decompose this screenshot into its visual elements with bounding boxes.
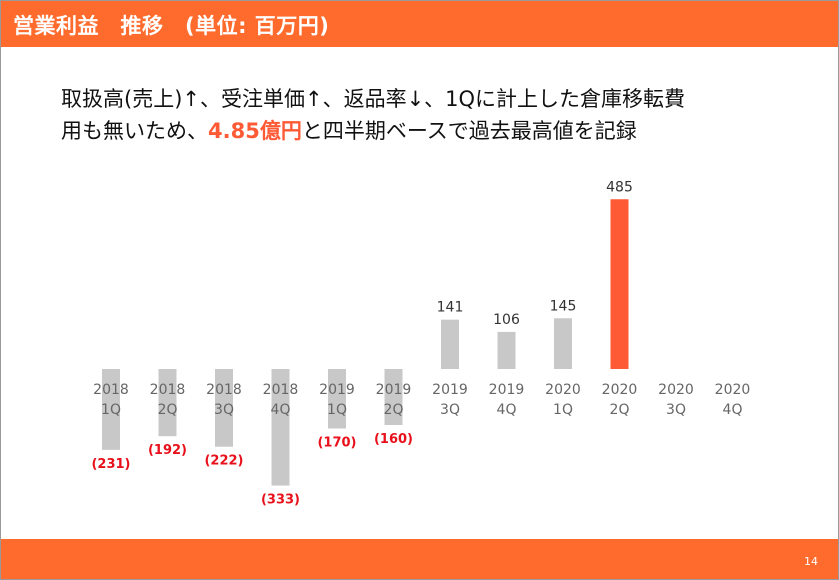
tick-label-quarter-2: 3Q: [214, 402, 234, 418]
bar-5: [384, 369, 403, 425]
tick-label-quarter-10: 3Q: [666, 402, 686, 418]
bar-2: [215, 369, 233, 447]
tick-label-year-9: 2020: [602, 382, 638, 398]
tick-label-quarter-3: 4Q: [271, 402, 291, 418]
tick-label-quarter-5: 2Q: [384, 402, 404, 418]
tick-label-year-0: 2018: [93, 382, 129, 398]
tick-label-year-6: 2019: [432, 382, 468, 398]
tick-label-quarter-6: 3Q: [440, 402, 460, 418]
tick-label-year-10: 2020: [658, 382, 694, 398]
bar-1: [158, 369, 177, 437]
page-number: 14: [804, 555, 818, 568]
tick-label-quarter-7: 4Q: [497, 402, 517, 418]
tick-label-year-2: 2018: [206, 382, 242, 398]
bar-8: [554, 318, 572, 369]
tick-label-quarter-1: 2Q: [158, 402, 178, 418]
data-label-3: (333): [261, 493, 300, 508]
bar-3: [271, 369, 290, 486]
tick-label-year-8: 2020: [545, 382, 581, 398]
tick-label-year-3: 2018: [263, 382, 299, 398]
tick-label-quarter-9: 2Q: [610, 402, 630, 418]
tick-label-year-7: 2019: [489, 382, 525, 398]
footer-bar: 14: [1, 539, 838, 579]
bar-6: [441, 319, 459, 369]
headline-line-2-post: と四半期ベースで過去最高値を記録: [301, 119, 637, 143]
headline-line-1: 取扱高(売上)↑、受注単価↑、返品率↓、1Qに計上した倉庫移転費: [61, 87, 686, 111]
data-label-6: 141: [437, 300, 464, 316]
data-label-8: 145: [550, 298, 577, 314]
tick-label-year-11: 2020: [715, 382, 751, 398]
tick-label-quarter-8: 1Q: [553, 402, 573, 418]
tick-label-quarter-4: 1Q: [327, 402, 347, 418]
tick-label-quarter-0: 1Q: [101, 402, 121, 418]
bar-4: [328, 369, 346, 429]
data-label-5: (160): [374, 432, 413, 447]
headline-line-2: 用も無いため、4.85億円と四半期ベースで過去最高値を記録: [61, 115, 801, 147]
tick-label-year-4: 2019: [319, 382, 355, 398]
headline-line-2-pre: 用も無いため、: [61, 119, 208, 143]
tick-label-year-1: 2018: [150, 382, 186, 398]
tick-label-year-5: 2019: [376, 382, 412, 398]
tick-label-quarter-11: 4Q: [723, 402, 743, 418]
data-label-4: (170): [317, 436, 356, 451]
headline: 取扱高(売上)↑、受注単価↑、返品率↓、1Qに計上した倉庫移転費 用も無いため、…: [61, 83, 801, 147]
bar-9: [610, 199, 629, 369]
headline-emphasis: 4.85億円: [208, 119, 302, 143]
data-label-9: 485: [606, 179, 633, 195]
bar-7: [497, 331, 516, 369]
bar-0: [102, 369, 120, 450]
data-label-7: 106: [493, 312, 520, 328]
data-label-0: (231): [91, 457, 130, 472]
data-label-1: (192): [148, 443, 187, 458]
slide-title: 営業利益 推移 (単位: 百万円): [13, 14, 330, 38]
data-label-2: (222): [204, 454, 243, 469]
title-bar: 営業利益 推移 (単位: 百万円): [1, 1, 838, 47]
